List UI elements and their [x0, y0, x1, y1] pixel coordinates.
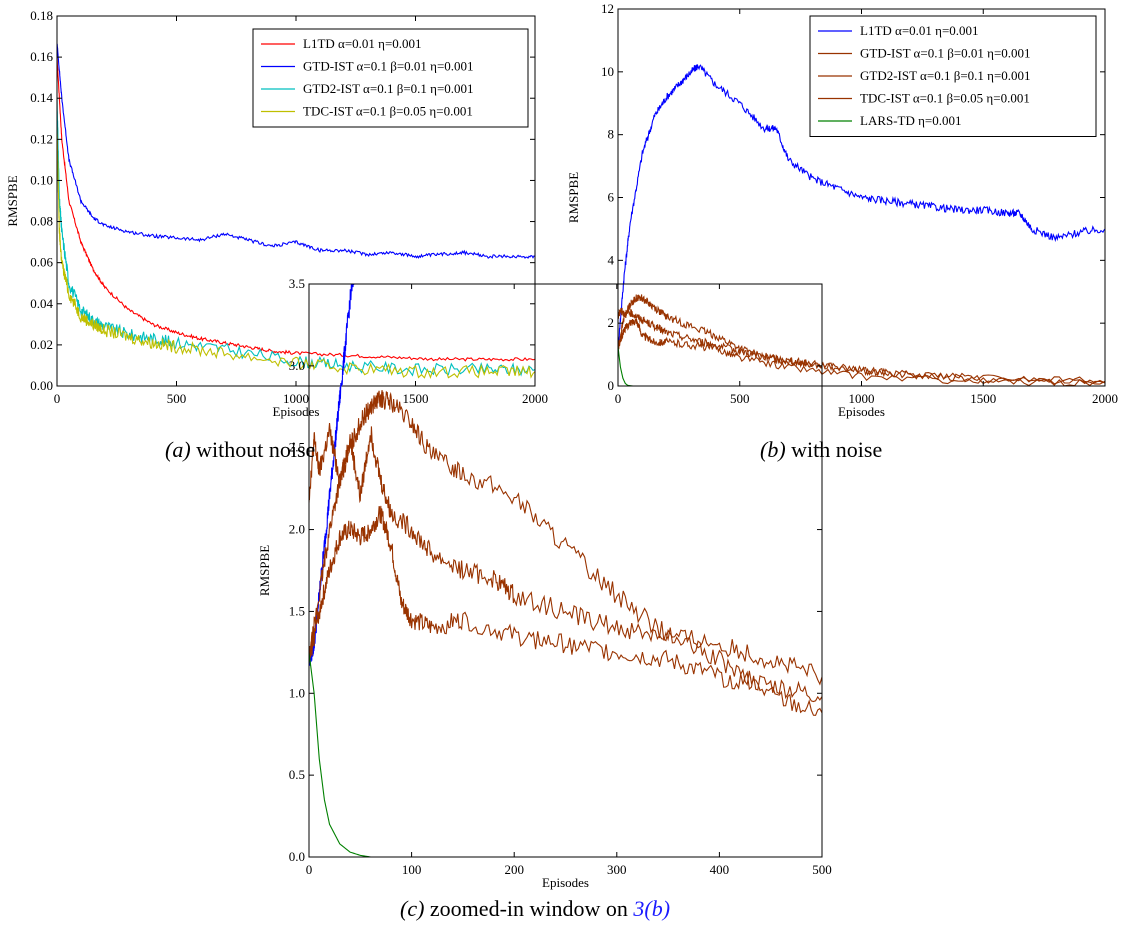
chart-1-legend-label: L1TD α=0.01 η=0.001: [303, 36, 422, 51]
chart-1-series-3-line: [57, 98, 535, 377]
caption-b-letter: (b): [760, 437, 786, 462]
chart-3-ytick-label: 0.0: [289, 849, 305, 864]
chart-3-xtick-label: 0: [306, 862, 313, 877]
chart-3-xtick-label: 400: [710, 862, 730, 877]
chart-2-xtick-label: 500: [730, 391, 750, 406]
chart-1-xtick-label: 1000: [283, 391, 309, 406]
chart-2-ytick-label: 6: [608, 190, 615, 205]
chart-3-ytick-label: 3.0: [289, 358, 305, 373]
chart-1-legend: L1TD α=0.01 η=0.001 GTD-IST α=0.1 β=0.01 …: [252, 28, 529, 128]
chart-3-xtick-label: 200: [504, 862, 524, 877]
chart-1-xtick-label: 0: [54, 391, 61, 406]
chart-1-xtick-label: 2000: [522, 391, 548, 406]
chart-1-ytick-label: 0.06: [30, 255, 53, 270]
caption-c-ref-link[interactable]: 3(b): [633, 896, 671, 921]
chart-3-xtick-label: 300: [607, 862, 627, 877]
chart-3-series-5-line: [309, 652, 822, 857]
chart-1-legend-label: GTD2-IST α=0.1 β=0.1 η=0.001: [303, 81, 474, 96]
chart-1-ytick-label: 0.12: [30, 131, 53, 146]
caption-a: (a) without noise: [165, 437, 425, 463]
chart-1-ytick-label: 0.14: [30, 90, 53, 105]
chart-3-ytick-label: 2.0: [289, 522, 305, 537]
chart-2-ytick-label: 4: [608, 252, 615, 267]
chart-1-series-2-line: [57, 43, 535, 259]
chart-3-series-1-line: [309, 284, 355, 666]
chart-2-ytick-label: 2: [608, 315, 615, 330]
chart-1-ytick-label: 0.00: [30, 378, 53, 393]
chart-3-ytick-label: 1.5: [289, 603, 305, 618]
chart-3-ytick-label: 1.0: [289, 685, 305, 700]
chart-3-xtick-label: 500: [812, 862, 832, 877]
chart-3-ytick-label: 0.5: [289, 767, 305, 782]
chart-3-ytick-label: 2.5: [289, 440, 305, 455]
chart-2-legend-label: L1TD α=0.01 η=0.001: [860, 23, 979, 38]
chart-1-series-1-line: [57, 55, 535, 362]
chart-2-xtick-label: 1500: [970, 391, 996, 406]
chart-1-xtick-label: 500: [167, 391, 187, 406]
chart-2-series-2-line: [618, 294, 1105, 385]
caption-c-text: zoomed-in window on: [424, 896, 634, 921]
caption-c-letter: (c): [400, 896, 425, 921]
chart-1: 0 500 1000 1500 2000 0.00 0.02 0.04 0.06 0.08 0.10…: [5, 8, 548, 419]
chart-1-ytick-label: 0.18: [30, 8, 53, 23]
chart-2-ytick-label: 12: [601, 1, 614, 16]
caption-c: (c) zoomed-in window on 3(b): [400, 896, 820, 922]
chart-2-ylabel: RMSPBE: [566, 172, 581, 223]
chart-3-series-3-line: [309, 505, 822, 703]
chart-2-legend-label: TDC-IST α=0.1 β=0.05 η=0.001: [860, 91, 1030, 106]
chart-1-series-4-line: [57, 126, 535, 379]
chart-1-legend-box: [252, 28, 529, 128]
chart-2-xtick-label: 0: [615, 391, 622, 406]
chart-3-xlabel: Episodes: [542, 875, 589, 890]
chart-2-xtick-label: 1000: [849, 391, 875, 406]
chart-2-series-1-line: [618, 64, 1105, 352]
chart-2-ytick-label: 8: [608, 127, 615, 142]
chart-2: 0 500 1000 1500 2000 0 2 4 6 8 10 12 Episodes RMSPBE L…: [566, 1, 1118, 419]
chart-2-series-5-line: [618, 346, 1105, 386]
chart-1-xlabel: Episodes: [273, 404, 320, 419]
chart-3-ytick-label: 3.5: [289, 276, 305, 291]
chart-1-ytick-label: 0.16: [30, 49, 53, 64]
chart-3-frame: [308, 283, 823, 858]
chart-2-series-3-line: [618, 318, 1105, 386]
chart-2-legend-label: GTD2-IST α=0.1 β=0.1 η=0.001: [860, 68, 1031, 83]
chart-3-ylabel: RMSPBE: [257, 545, 272, 596]
chart-2-xtick-label: 2000: [1092, 391, 1118, 406]
chart-1-legend-label: TDC-IST α=0.1 β=0.05 η=0.001: [303, 104, 473, 119]
chart-2-xlabel: Episodes: [838, 404, 885, 419]
caption-b: (b) with noise: [760, 437, 1020, 463]
chart-2-ytick-label: 0: [608, 378, 615, 393]
chart-2-legend-box: [809, 15, 1097, 137]
chart-1-legend-label: GTD-IST α=0.1 β=0.01 η=0.001: [303, 59, 474, 74]
chart-2-series-4-line: [618, 307, 1105, 385]
chart-2-ytick-label: 10: [601, 64, 614, 79]
chart-1-ylabel: RMSPBE: [5, 175, 20, 226]
caption-a-text: without noise: [190, 437, 316, 462]
chart-2-legend: L1TD α=0.01 η=0.001 GTD-IST α=0.1 β=0.01 …: [809, 15, 1097, 137]
chart-1-ytick-label: 0.08: [30, 214, 53, 229]
chart-3: 0 100 200 300 400 5000.00.51.01.52.02.53.03.5…: [257, 276, 832, 890]
chart-1-ytick-label: 0.02: [30, 337, 53, 352]
caption-b-text: with noise: [785, 437, 883, 462]
chart-1-xtick-label: 1500: [403, 391, 429, 406]
chart-1-ytick-label: 0.04: [30, 296, 53, 311]
chart-1-ytick-label: 0.10: [30, 172, 53, 187]
chart-2-legend-label: LARS-TD η=0.001: [860, 113, 962, 128]
chart-3-series-2-line: [309, 390, 822, 716]
chart-3-series-4-line: [309, 422, 822, 686]
chart-3-xtick-label: 100: [402, 862, 422, 877]
caption-a-letter: (a): [165, 437, 191, 462]
chart-2-legend-label: GTD-IST α=0.1 β=0.01 η=0.001: [860, 46, 1031, 61]
